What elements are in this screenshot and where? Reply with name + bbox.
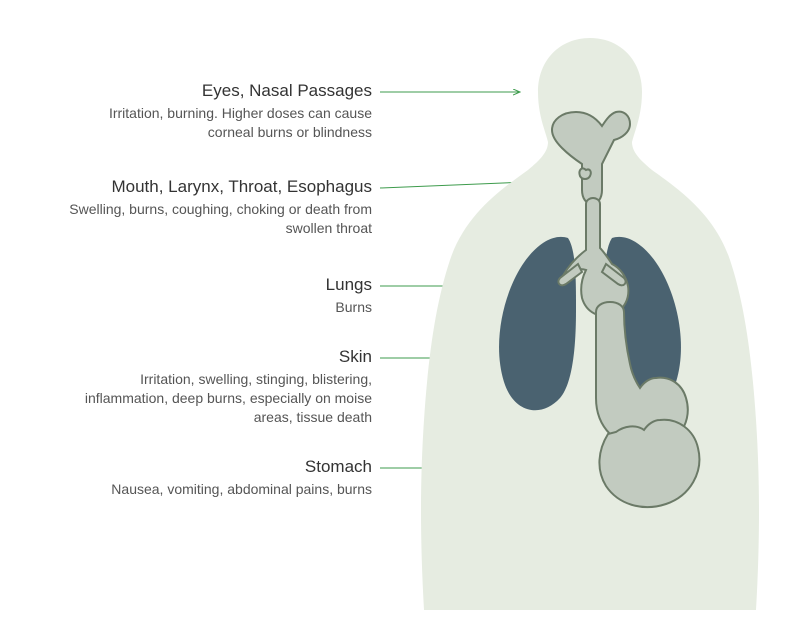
label-skin-title: Skin	[60, 346, 372, 368]
label-mouth: Mouth, Larynx, Throat, Esophagus Swellin…	[60, 176, 380, 238]
label-lungs: Lungs Burns	[60, 274, 380, 317]
label-stomach: Stomach Nausea, vomiting, abdominal pain…	[60, 456, 380, 499]
label-stomach-desc: Nausea, vomiting, abdominal pains, burns	[60, 480, 372, 499]
label-lungs-title: Lungs	[60, 274, 372, 296]
label-mouth-desc: Swelling, burns, coughing, choking or de…	[60, 200, 372, 238]
label-skin: Skin Irritation, swelling, stinging, bli…	[60, 346, 380, 427]
diagram-container: Eyes, Nasal Passages Irritation, burning…	[0, 0, 800, 640]
label-mouth-title: Mouth, Larynx, Throat, Esophagus	[60, 176, 372, 198]
label-lungs-desc: Burns	[60, 298, 372, 317]
label-stomach-title: Stomach	[60, 456, 372, 478]
label-eyes-title: Eyes, Nasal Passages	[60, 80, 372, 102]
body-figure	[410, 20, 770, 620]
label-eyes-desc: Irritation, burning. Higher doses can ca…	[60, 104, 372, 142]
label-eyes: Eyes, Nasal Passages Irritation, burning…	[60, 80, 380, 142]
label-column: Eyes, Nasal Passages Irritation, burning…	[0, 0, 380, 640]
label-skin-desc: Irritation, swelling, stinging, blisteri…	[60, 370, 372, 427]
